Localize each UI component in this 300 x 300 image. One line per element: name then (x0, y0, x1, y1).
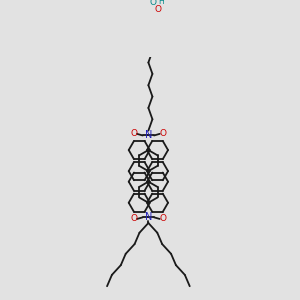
Text: O: O (160, 214, 167, 224)
Text: H: H (158, 0, 164, 6)
Text: N: N (145, 130, 152, 140)
Text: O: O (160, 129, 167, 138)
Text: O: O (154, 4, 162, 14)
Text: N: N (145, 212, 152, 222)
Text: O: O (150, 0, 157, 7)
Text: O: O (130, 214, 137, 224)
Text: O: O (130, 129, 137, 138)
